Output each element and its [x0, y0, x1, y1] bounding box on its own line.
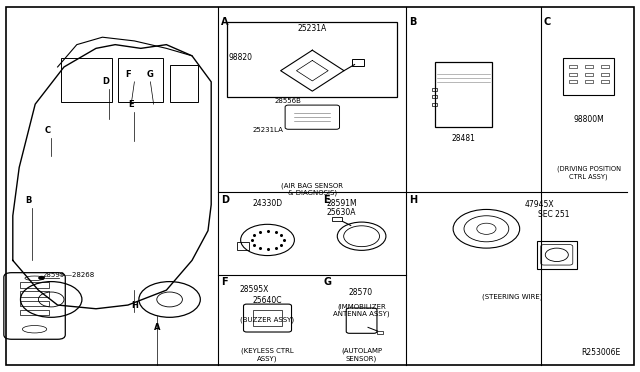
Text: B: B: [410, 17, 417, 27]
Text: H: H: [131, 301, 138, 310]
Text: 28599: 28599: [43, 272, 65, 278]
Bar: [585, 65, 593, 68]
Text: D: D: [221, 195, 229, 205]
Text: SEC 251: SEC 251: [538, 210, 569, 219]
Text: C: C: [45, 126, 51, 135]
Bar: [601, 73, 609, 76]
Text: D: D: [102, 77, 109, 86]
Bar: [585, 73, 593, 76]
Text: (IMMOBILIZER
ANTENNA ASSY): (IMMOBILIZER ANTENNA ASSY): [333, 303, 390, 317]
Bar: [377, 331, 383, 334]
Bar: [585, 80, 593, 83]
Text: E: E: [323, 195, 330, 205]
Text: 28481: 28481: [451, 134, 476, 143]
Bar: [227, 22, 397, 97]
Text: (BUZZER ASSY): (BUZZER ASSY): [241, 317, 294, 323]
Text: R253006E: R253006E: [582, 348, 621, 357]
Text: ——28268: ——28268: [59, 272, 95, 278]
Text: A: A: [154, 323, 160, 332]
Text: 28556B: 28556B: [275, 98, 301, 104]
Bar: [170, 65, 198, 102]
Text: B: B: [26, 196, 32, 205]
Bar: [20, 291, 49, 297]
Text: H: H: [410, 195, 418, 205]
Bar: [352, 59, 364, 66]
Bar: [601, 65, 609, 68]
Text: 25630A: 25630A: [326, 208, 356, 217]
Bar: [118, 58, 163, 102]
Text: C: C: [544, 17, 551, 27]
Text: A: A: [221, 17, 228, 27]
Bar: [563, 58, 614, 95]
Bar: [253, 310, 282, 327]
Text: 28595X: 28595X: [240, 285, 269, 294]
Text: F: F: [125, 70, 131, 79]
Bar: [432, 88, 437, 91]
Text: (AIR BAG SENSOR
& DIAGNOSIS): (AIR BAG SENSOR & DIAGNOSIS): [282, 182, 343, 196]
Bar: [435, 62, 492, 128]
Bar: [237, 242, 249, 250]
Text: 47945X: 47945X: [525, 200, 554, 209]
Bar: [20, 301, 49, 306]
Bar: [333, 217, 342, 221]
Bar: [569, 65, 577, 68]
Text: 98800M: 98800M: [573, 115, 604, 124]
Text: 28570: 28570: [349, 288, 373, 297]
Text: 25231A: 25231A: [298, 24, 327, 33]
Bar: [432, 95, 437, 98]
Text: 25231LA: 25231LA: [253, 127, 284, 133]
Bar: [569, 80, 577, 83]
Text: F: F: [221, 277, 227, 287]
Bar: [20, 310, 49, 315]
Bar: [537, 241, 577, 269]
Text: (DRIVING POSITION
CTRL ASSY): (DRIVING POSITION CTRL ASSY): [557, 166, 621, 180]
Circle shape: [38, 276, 45, 280]
Text: G: G: [323, 277, 332, 287]
Bar: [61, 58, 112, 102]
Text: E: E: [129, 100, 134, 109]
Text: (AUTOLAMP
SENSOR): (AUTOLAMP SENSOR): [341, 348, 382, 362]
Text: (KEYLESS CTRL
ASSY): (KEYLESS CTRL ASSY): [241, 348, 294, 362]
Text: 98820: 98820: [228, 53, 252, 62]
Text: (STEERING WIRE): (STEERING WIRE): [482, 294, 542, 300]
Text: 25640C: 25640C: [253, 296, 282, 305]
Bar: [432, 103, 437, 106]
Bar: [601, 80, 609, 83]
Bar: [20, 282, 49, 288]
Text: G: G: [147, 70, 154, 79]
Text: 24330D: 24330D: [253, 199, 283, 208]
Text: 28591M: 28591M: [326, 199, 357, 208]
Bar: [569, 73, 577, 76]
